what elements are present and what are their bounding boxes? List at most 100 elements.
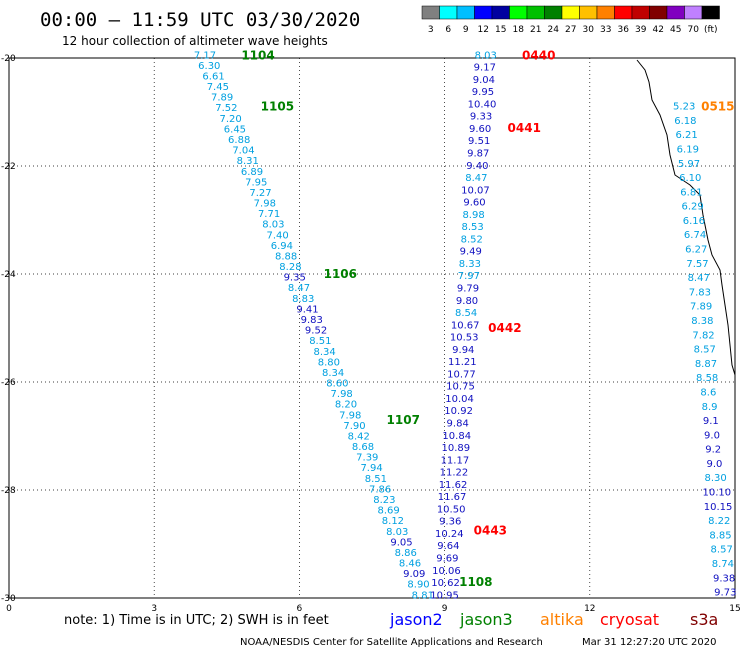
x-tick-label: 6	[297, 604, 303, 614]
swh-value: 8.81	[412, 590, 434, 601]
legend-label: 42	[653, 25, 664, 35]
axis-labels: 0 3 6 9 12 15 -20 -22 -24 -26 -28 -30	[1, 54, 740, 614]
satellite-name: altika	[540, 610, 584, 629]
swh-value: 10.75	[446, 382, 475, 393]
swh-value: 8.85	[709, 530, 731, 541]
legend-swatch	[596, 5, 615, 20]
legend-label: 12	[478, 25, 489, 35]
swh-value: 8.58	[696, 373, 718, 384]
color-legend: 3 6 9 12 15 18 21 24 27 30 33 36 39 42 45 70 (ft)	[421, 5, 720, 35]
grid-lines	[9, 58, 735, 598]
swh-value: 9.33	[470, 112, 492, 123]
pass-label: 1104	[241, 48, 274, 62]
swh-value: 7.94	[360, 463, 382, 474]
swh-value: 6.81	[680, 187, 702, 198]
satellite-name: cryosat	[600, 610, 659, 629]
legend-swatch	[579, 5, 598, 20]
swh-value: 9.41	[296, 304, 318, 315]
swh-value: 9.0	[706, 459, 722, 470]
map-subtitle: 12 hour collection of altimeter wave hei…	[62, 34, 328, 48]
swh-value: 9.05	[390, 537, 412, 548]
legend-label: 70	[688, 25, 700, 35]
swh-value: 8.20	[335, 400, 357, 411]
swh-value: 9.83	[301, 315, 323, 326]
pass-label: 1107	[387, 413, 420, 427]
swh-value: 7.83	[689, 287, 711, 298]
swh-value: 6.74	[684, 230, 706, 241]
pass-labels: 1104 1105 1106 1107 1108 0440 0441 0442 0443 0515	[241, 48, 734, 589]
swh-value: 11.17	[441, 455, 470, 466]
swh-value: 10.92	[444, 406, 473, 417]
legend-label: 3	[428, 25, 434, 35]
swh-value: 6.88	[228, 135, 250, 146]
swh-value: 9.60	[463, 198, 485, 209]
swh-value: 8.30	[705, 473, 727, 484]
legend-swatch	[526, 5, 545, 20]
swh-value: 9.49	[460, 247, 482, 258]
swh-value: 6.30	[198, 61, 220, 72]
swh-value: 7.98	[339, 410, 361, 421]
swh-value: 8.47	[465, 173, 487, 184]
swh-value: 8.22	[708, 516, 730, 527]
swh-value: 8.90	[407, 580, 429, 591]
swh-value: 8.57	[711, 545, 733, 556]
legend-label: (ft)	[704, 25, 718, 35]
swh-value: 7.40	[266, 230, 288, 241]
y-tick-label: -26	[1, 378, 16, 388]
legend-swatch	[631, 5, 650, 20]
swh-value: 7.95	[245, 177, 267, 188]
swh-value: 7.39	[356, 453, 378, 464]
legend-swatch	[474, 5, 493, 20]
swh-value: 6.16	[683, 216, 705, 227]
swh-value: 7.17	[194, 50, 216, 61]
swh-value: 10.40	[468, 99, 497, 110]
plot-frame	[8, 57, 736, 599]
swh-value: 7.86	[369, 484, 391, 495]
legend-label: 21	[530, 25, 541, 35]
pass-label: 1106	[324, 267, 357, 281]
y-tick-label: -22	[1, 162, 16, 172]
swh-value: 8.69	[378, 506, 400, 517]
swh-value: 9.60	[469, 124, 491, 135]
swh-value: 9.79	[457, 283, 479, 294]
pass-label: 1108	[459, 575, 492, 589]
swh-value: 10.10	[703, 488, 732, 499]
swh-value: 7.27	[249, 188, 271, 199]
x-tick-label: 3	[151, 604, 157, 614]
swh-value: 11.67	[438, 492, 467, 503]
legend-label: 27	[565, 25, 576, 35]
legend-swatch	[544, 5, 563, 20]
legend-swatch	[439, 5, 458, 20]
legend-swatch	[509, 5, 528, 20]
track-s3a: 5.23 6.18 6.21 6.19 5.97 6.10 6.81 6.29 6.16 6.74…	[673, 102, 736, 599]
pass-label: 0515	[701, 100, 734, 114]
y-tick-label: -30	[1, 594, 16, 604]
swh-value: 8.03	[262, 220, 284, 231]
swh-value: 6.29	[682, 202, 704, 213]
legend-label: 15	[495, 25, 506, 35]
legend-swatch	[684, 5, 703, 20]
swh-value: 7.45	[207, 82, 229, 93]
swh-value: 6.19	[677, 144, 699, 155]
swh-value: 9.73	[714, 588, 736, 599]
swh-value: 7.57	[686, 259, 708, 270]
swh-value: 8.57	[694, 345, 716, 356]
swh-value: 10.89	[441, 443, 470, 454]
swh-value: 6.21	[675, 130, 697, 141]
footnote: note: 1) Time is in UTC; 2) SWH is in fe…	[64, 613, 329, 628]
swh-value: 10.50	[437, 504, 466, 515]
x-tick-label: 12	[584, 604, 595, 614]
swh-value: 8.83	[292, 294, 314, 305]
swh-value: 8.03	[386, 527, 408, 538]
swh-value: 6.27	[685, 245, 707, 256]
map-title: 00:00 – 11:59 UTC 03/30/2020	[40, 9, 360, 31]
swh-value: 10.15	[704, 502, 733, 513]
credit-text: NOAA/NESDIS Center for Satellite Applica…	[240, 637, 543, 648]
swh-value: 10.77	[447, 369, 476, 380]
swh-value: 9.87	[467, 148, 489, 159]
swh-value: 8.53	[462, 222, 484, 233]
swh-value: 7.20	[220, 114, 242, 125]
y-tick-label: -20	[1, 54, 16, 64]
legend-label: 36	[618, 25, 630, 35]
